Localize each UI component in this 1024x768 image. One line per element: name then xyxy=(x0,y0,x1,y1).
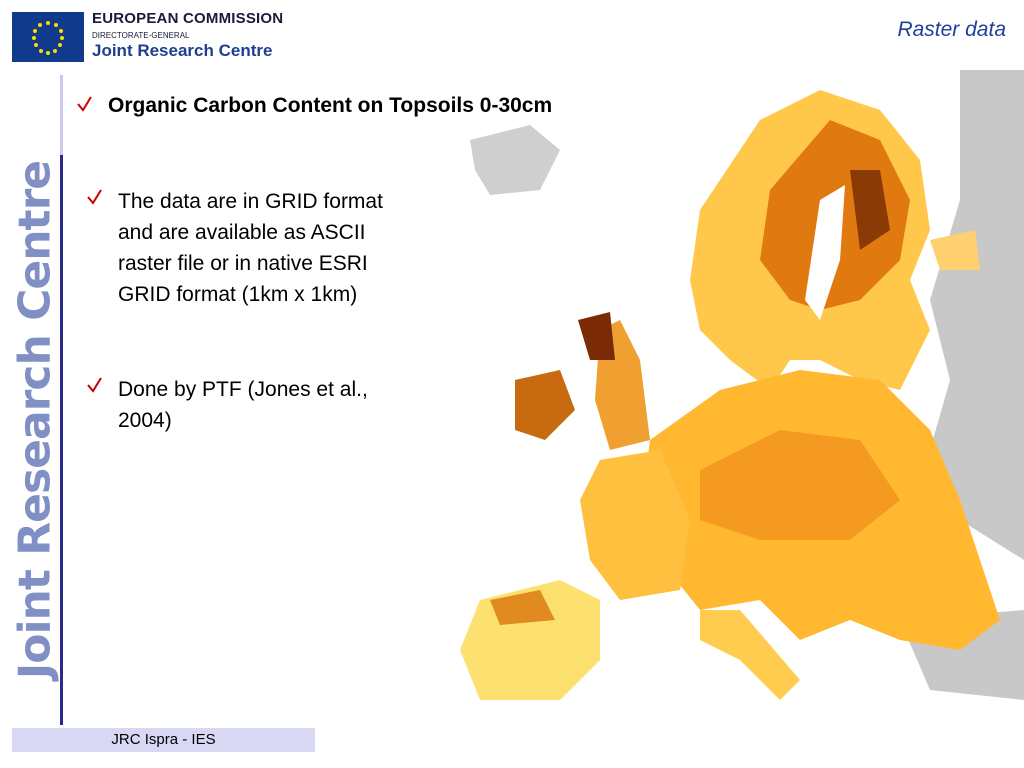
divider xyxy=(60,75,63,725)
centre-name: Joint Research Centre xyxy=(92,41,273,60)
check-icons xyxy=(77,96,102,393)
section-title: Raster data xyxy=(897,18,1006,41)
footer: JRC Ispra - IES xyxy=(12,728,315,752)
map xyxy=(440,70,1024,710)
flag-stars xyxy=(32,21,64,55)
dg-label: DIRECTORATE-GENERAL xyxy=(92,31,190,40)
org-name: EUROPEAN COMMISSION xyxy=(92,10,284,27)
slide-title: Organic Carbon Content on Topsoils 0-30c… xyxy=(108,94,553,117)
side-label: Joint Research Centre xyxy=(9,160,61,680)
divider-accent xyxy=(60,75,63,155)
bullet: The data are in GRID format and are avai… xyxy=(118,190,383,306)
bullet: Done by PTF (Jones et al., 2004) xyxy=(118,378,368,432)
